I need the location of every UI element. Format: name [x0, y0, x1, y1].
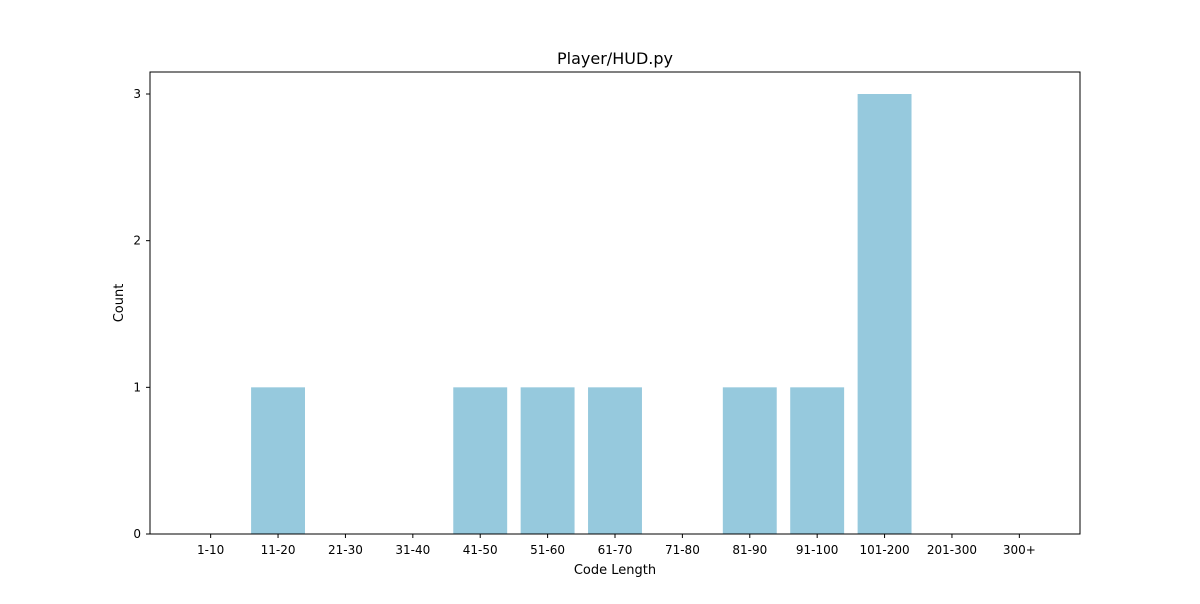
x-tick-label: 91-100 [796, 543, 839, 557]
x-tick-label: 51-60 [530, 543, 565, 557]
x-tick-label: 61-70 [598, 543, 633, 557]
y-axis-ticks: 0 1 2 3 [133, 87, 150, 541]
x-tick-label: 71-80 [665, 543, 700, 557]
bar-81-90 [722, 387, 777, 534]
x-axis-label: Code Length [574, 563, 656, 578]
x-tick-label: 41-50 [463, 543, 498, 557]
y-tick-label: 2 [133, 234, 141, 248]
bar-91-100 [790, 387, 845, 534]
y-tick-label: 3 [133, 87, 141, 101]
chart-title: Player/HUD.py [557, 49, 673, 68]
x-tick-label: 1-10 [197, 543, 224, 557]
y-axis-label: Count [112, 284, 127, 323]
x-tick-label: 21-30 [328, 543, 363, 557]
x-tick-label: 81-90 [732, 543, 767, 557]
bars-group [251, 94, 912, 534]
y-tick-label: 1 [133, 380, 141, 394]
bar-101-200 [857, 94, 912, 534]
x-axis-ticks: 1-10 11-20 21-30 31-40 41-50 51-60 61-70 71-80 8… [197, 534, 1036, 557]
x-tick-label: 11-20 [261, 543, 296, 557]
x-tick-label: 201-300 [927, 543, 977, 557]
bar-61-70 [588, 387, 642, 534]
x-tick-label: 31-40 [395, 543, 430, 557]
y-tick-label: 0 [133, 527, 141, 541]
bar-51-60 [520, 387, 575, 534]
x-tick-label: 300+ [1003, 543, 1036, 557]
bar-41-50 [453, 387, 508, 534]
bar-11-20 [251, 387, 305, 534]
x-tick-label: 101-200 [859, 543, 909, 557]
